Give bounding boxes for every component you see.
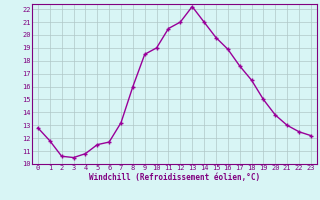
X-axis label: Windchill (Refroidissement éolien,°C): Windchill (Refroidissement éolien,°C) — [89, 173, 260, 182]
